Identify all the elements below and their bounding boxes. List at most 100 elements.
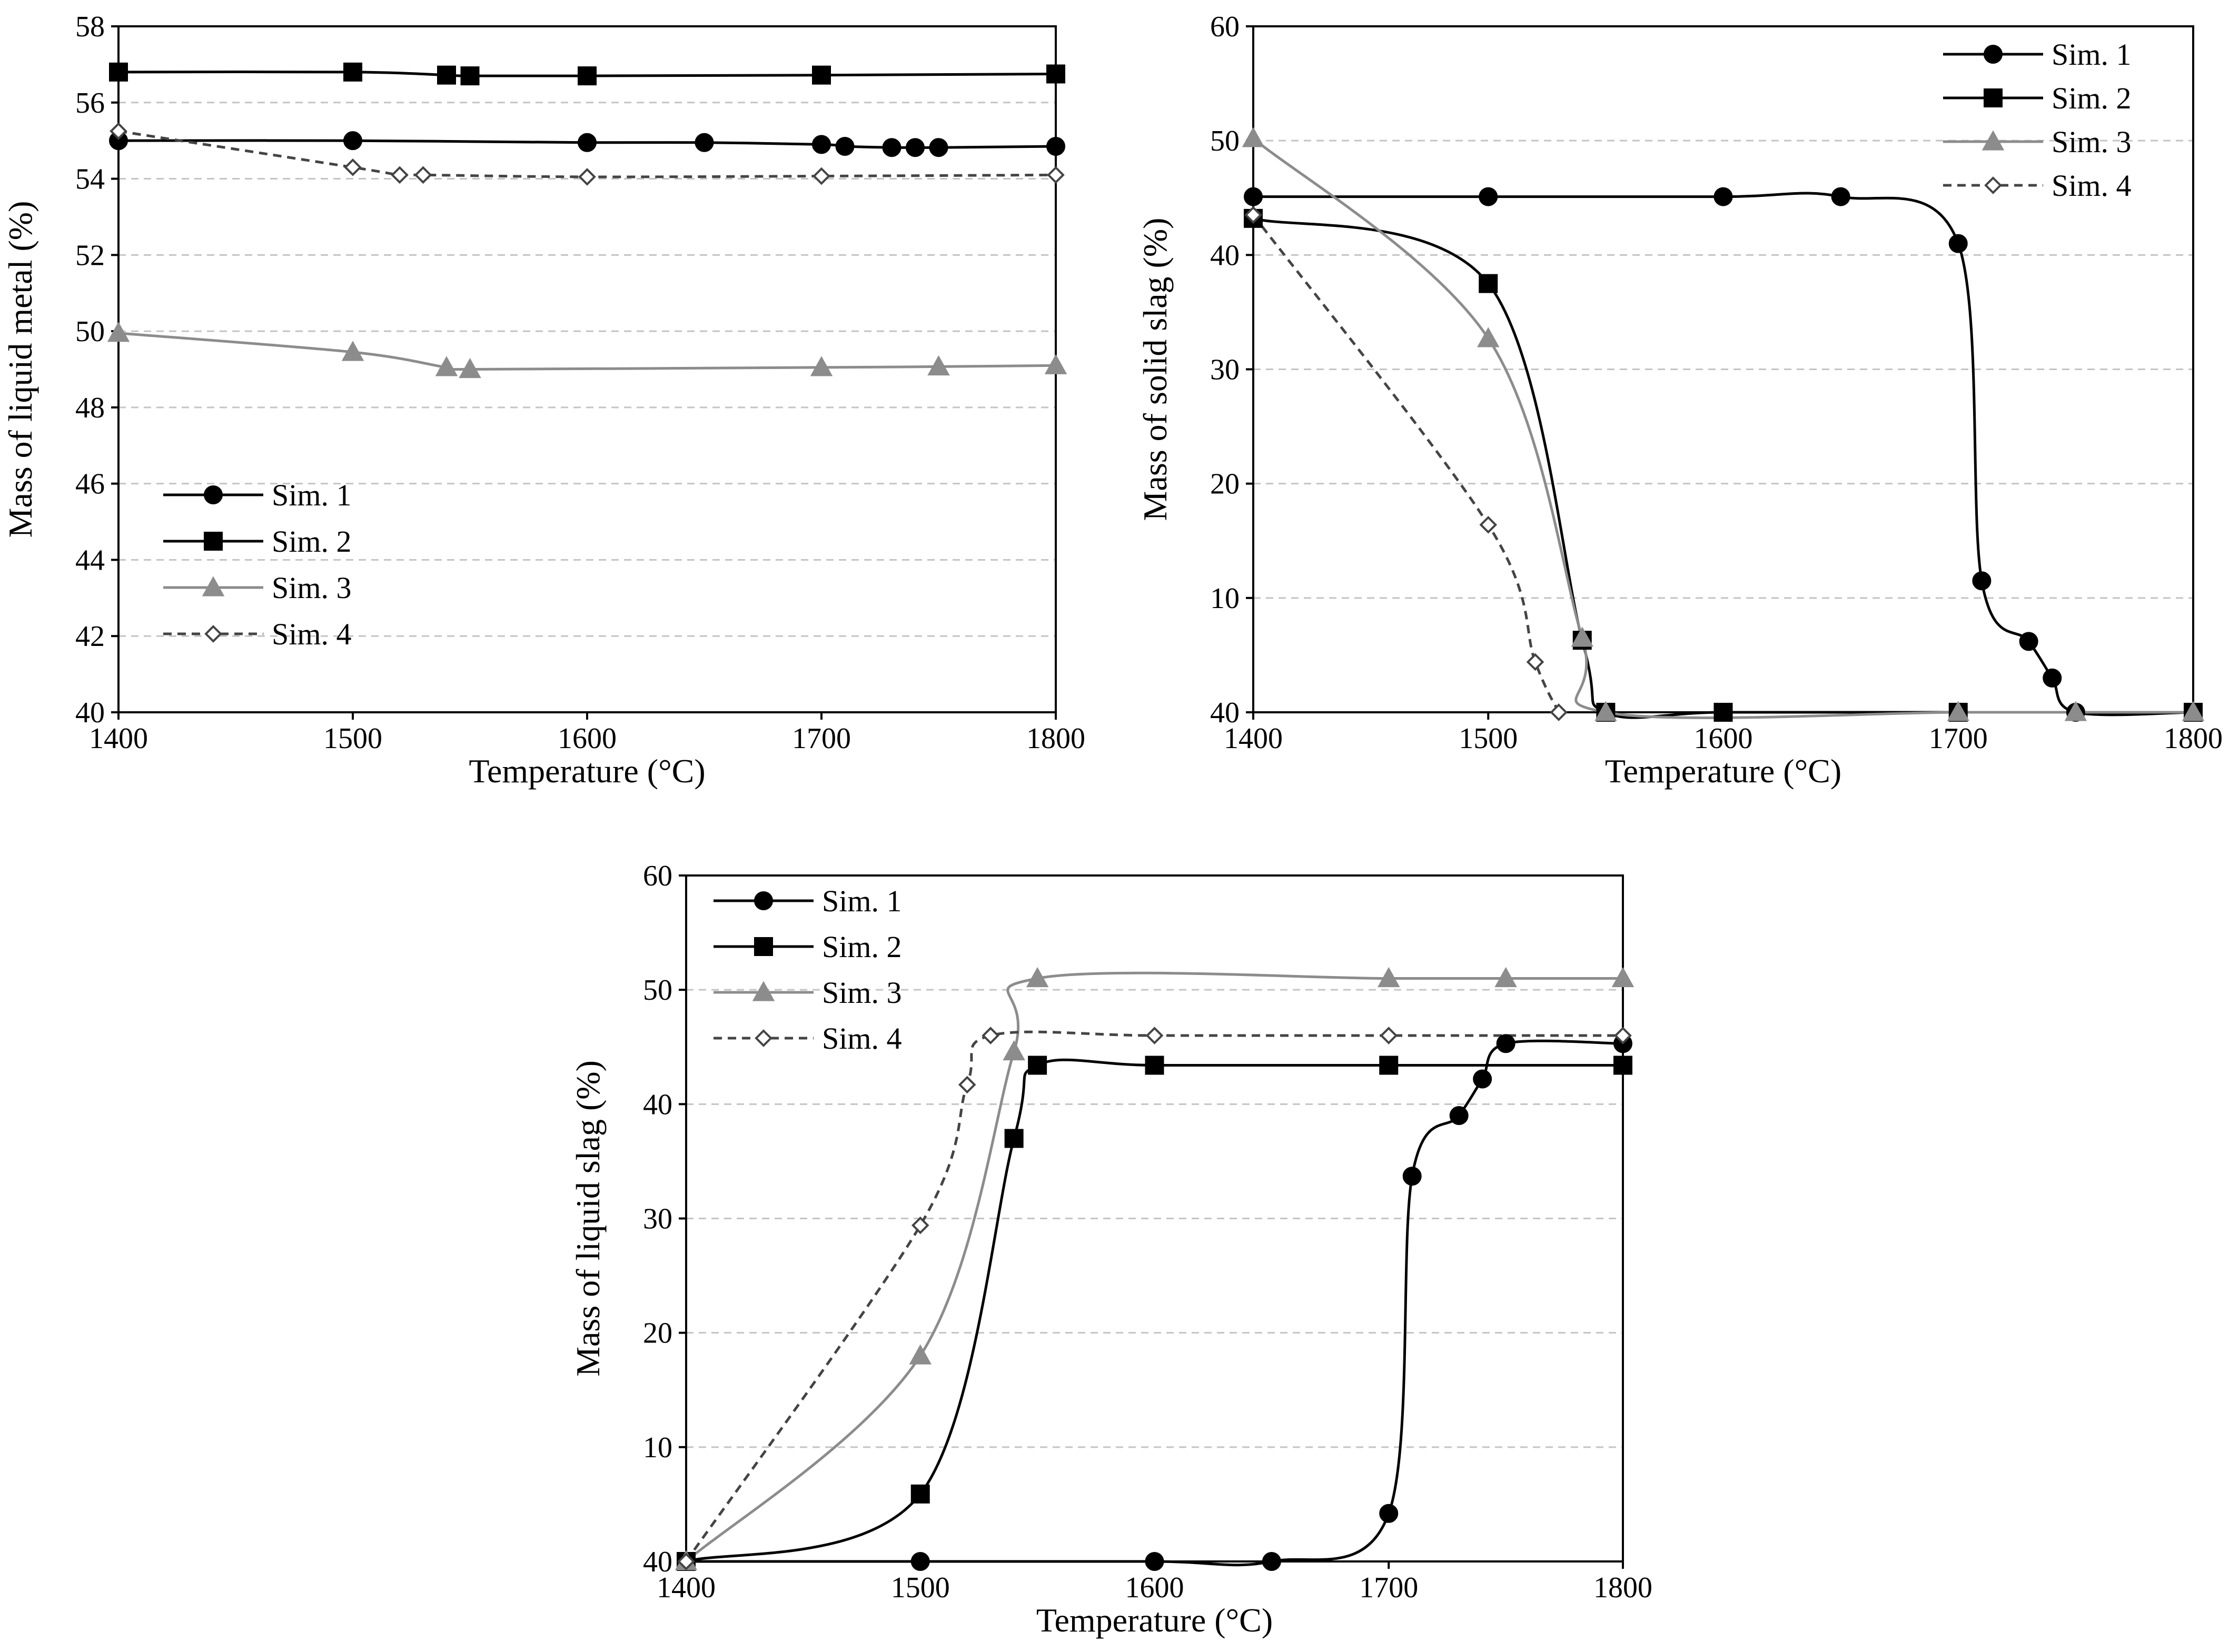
data-point — [1594, 701, 1617, 721]
y-tick-label: 54 — [75, 163, 105, 196]
data-point — [1831, 187, 1850, 206]
data-point — [341, 341, 364, 361]
data-point — [1004, 1129, 1024, 1148]
series-4-markers — [1244, 206, 1568, 721]
series-2-markers — [109, 62, 1065, 86]
data-point — [1046, 64, 1065, 84]
x-tick-label: 1500 — [323, 722, 382, 755]
x-tick-label: 1700 — [1359, 1571, 1418, 1604]
data-point — [906, 138, 925, 157]
legend-label: Sim. 2 — [822, 930, 902, 964]
data-point — [810, 356, 833, 376]
legend: Sim. 1 Sim. 2 Sim. 3 Sim. 4 — [714, 884, 902, 1056]
data-point — [1046, 137, 1065, 156]
gridlines — [1253, 140, 2193, 599]
legend-marker — [755, 1029, 772, 1047]
y-tick-label: 30 — [643, 1203, 672, 1236]
data-point — [677, 1553, 695, 1570]
legend-label: Sim. 4 — [2052, 168, 2132, 203]
data-point — [578, 168, 596, 186]
legend-marker — [204, 485, 223, 504]
x-tick-label: 1400 — [89, 722, 148, 755]
x-tick-label: 1600 — [1694, 722, 1753, 755]
legend-marker — [752, 981, 775, 1001]
data-point — [109, 62, 128, 82]
data-point — [110, 122, 127, 140]
y-tick-label: 40 — [75, 696, 105, 729]
y-tick-label: 58 — [75, 11, 105, 43]
x-tick-label: 1800 — [2164, 722, 2223, 755]
series-line — [118, 130, 1056, 178]
data-point — [578, 133, 597, 152]
y-axis-title: Mass of liquid metal (%) — [2, 201, 39, 538]
data-point — [1611, 967, 1634, 988]
series-line — [1252, 137, 2194, 719]
series-2 — [686, 1058, 1623, 1563]
data-point — [1145, 1027, 1164, 1044]
series-3-markers — [107, 322, 1067, 379]
data-point — [343, 62, 362, 82]
data-point — [2064, 701, 2087, 721]
data-point — [1613, 1056, 1632, 1075]
data-point — [910, 1484, 930, 1504]
legend-marker — [202, 576, 225, 596]
data-point — [882, 138, 901, 157]
y-axis: 40 42 44 46 48 50 52 54 56 58 — [75, 11, 118, 729]
legend-marker — [204, 625, 222, 643]
chart-panel-liquid-slag: 40 10 20 30 40 50 60 1400 1500 1600 1700 1800 Temper… — [569, 860, 1652, 1639]
data-point — [1526, 653, 1544, 671]
x-axis-title: Temperature (°C) — [1605, 752, 1841, 790]
x-tick-label: 1400 — [1224, 722, 1283, 755]
data-point — [1494, 967, 1517, 988]
x-tick-label: 1800 — [1593, 1571, 1652, 1604]
y-tick-label: 48 — [75, 392, 105, 424]
y-tick-label: 50 — [643, 974, 672, 1007]
data-point — [2019, 632, 2038, 651]
y-tick-label: 40 — [643, 1088, 672, 1121]
data-point — [578, 66, 597, 86]
data-point — [927, 355, 950, 376]
series-2 — [118, 70, 1056, 77]
data-point — [812, 65, 831, 85]
series-3 — [118, 332, 1056, 371]
series-4 — [118, 130, 1056, 178]
x-tick-label: 1600 — [1125, 1571, 1184, 1604]
legend-marker — [1982, 130, 2005, 151]
y-tick-label: 60 — [1210, 11, 1240, 43]
legend: Sim. 1 Sim. 2 Sim. 3 Sim. 4 — [163, 478, 352, 651]
series-line — [1253, 192, 2194, 716]
data-point — [1948, 234, 1968, 253]
data-point — [1378, 967, 1400, 988]
x-tick-label: 1400 — [657, 1571, 716, 1604]
data-point — [1028, 1056, 1047, 1075]
x-tick-label: 1600 — [558, 722, 617, 755]
legend-label: Sim. 2 — [2052, 81, 2132, 115]
data-point — [1003, 1040, 1025, 1061]
series-1 — [1253, 192, 2194, 716]
data-point — [391, 166, 409, 184]
data-point — [1044, 354, 1067, 374]
data-point — [1380, 1027, 1398, 1044]
data-point — [435, 356, 458, 376]
data-point — [437, 65, 456, 85]
data-point — [909, 1344, 932, 1365]
x-axis-title: Temperature (°C) — [469, 752, 705, 790]
chart-panel-liquid-metal: 40 42 44 46 48 50 52 54 56 58 1400 1500 1600 1700 1800… — [2, 11, 1085, 790]
x-tick-label: 1800 — [1026, 722, 1085, 755]
y-tick-label: 30 — [1210, 354, 1240, 386]
series-1 — [686, 1039, 1623, 1567]
series-4 — [1252, 214, 1560, 713]
legend-label: Sim. 3 — [272, 571, 352, 605]
legend: Sim. 1 Sim. 2 Sim. 3 Sim. 4 — [1943, 37, 2132, 203]
data-point — [459, 357, 481, 379]
series-3-markers — [1242, 127, 2205, 721]
data-point — [414, 166, 432, 184]
y-tick-label: 40 — [1210, 696, 1240, 729]
y-tick-label: 60 — [643, 860, 672, 892]
series-2-markers — [677, 1056, 1632, 1571]
data-point — [1479, 274, 1498, 293]
data-point — [1550, 703, 1568, 721]
data-point — [695, 133, 714, 152]
series-1-markers — [677, 1034, 1632, 1571]
data-point — [1449, 1106, 1469, 1126]
